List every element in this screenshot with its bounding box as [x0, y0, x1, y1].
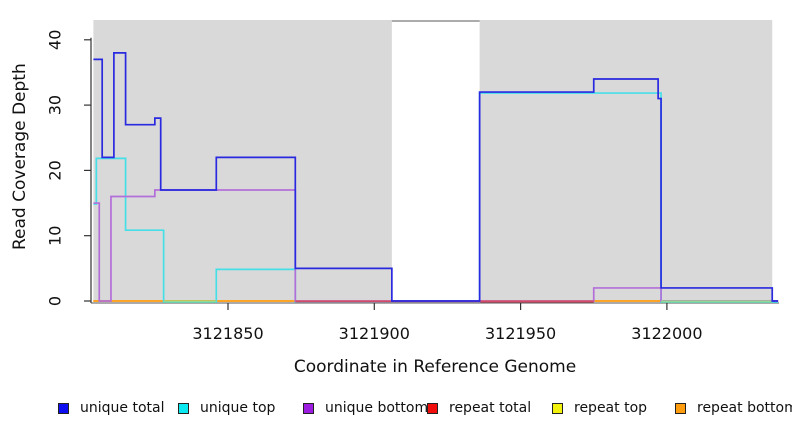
legend-item-unique-top: unique top — [178, 396, 275, 420]
svg-text:10: 10 — [46, 226, 65, 246]
svg-text:3122000: 3122000 — [631, 324, 702, 343]
repeat-bottom-swatch-icon — [675, 402, 686, 414]
legend-item-repeat-total: repeat total — [427, 396, 531, 420]
svg-text:20: 20 — [46, 160, 65, 180]
legend-label: unique top — [200, 400, 276, 416]
repeat-total-swatch-icon — [427, 402, 438, 414]
legend-label: repeat total — [449, 400, 532, 416]
legend-label: repeat top — [574, 400, 648, 416]
legend-label: unique bottom — [325, 400, 429, 416]
repeat-top-swatch-icon — [552, 402, 563, 414]
legend-label: unique total — [80, 400, 165, 416]
legend-item-unique-bottom: unique bottom — [303, 396, 428, 420]
svg-text:40: 40 — [46, 30, 65, 50]
svg-text:3121850: 3121850 — [192, 324, 263, 343]
svg-text:3121900: 3121900 — [339, 324, 410, 343]
plot-svg: 0 10 20 30 40 3121850 3121900 3121950 3122000 — [46, 20, 779, 343]
y-axis-title: Read Coverage Depth — [10, 63, 30, 250]
legend-item-repeat-bottom: repeat bottom — [675, 396, 792, 420]
legend-item-unique-total: unique total — [58, 396, 164, 420]
plot-area: 0 10 20 30 40 3121850 3121900 3121950 3122000 Re… — [10, 20, 779, 377]
legend-label: repeat bottom — [697, 400, 792, 416]
x-axis-title: Coordinate in Reference Genome — [293, 357, 577, 377]
legend-item-repeat-top: repeat top — [552, 396, 647, 420]
legend: unique total unique top unique bottom re… — [0, 396, 792, 426]
unique-bottom-swatch-icon — [303, 402, 314, 414]
svg-text:30: 30 — [46, 95, 65, 115]
svg-text:3121950: 3121950 — [485, 324, 556, 343]
unique-total-swatch-icon — [58, 402, 69, 414]
svg-text:0: 0 — [46, 296, 65, 306]
unique-top-swatch-icon — [178, 402, 189, 414]
